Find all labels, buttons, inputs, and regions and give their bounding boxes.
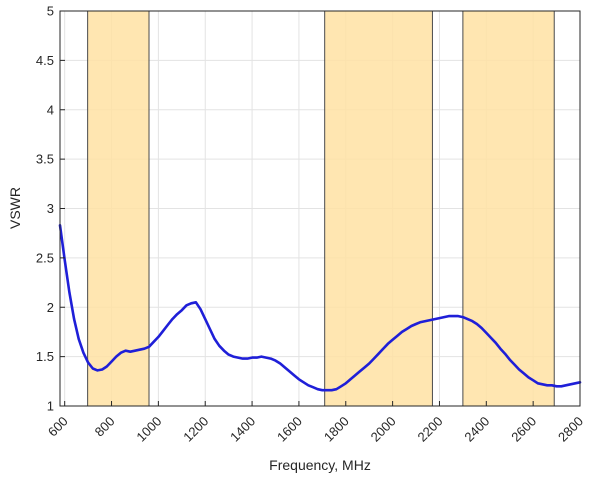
y-tick-label-6: 4: [47, 102, 54, 117]
y-axis-label: VSWR: [7, 187, 23, 229]
series-group: [58, 224, 582, 392]
y-tick-label-4: 3: [47, 201, 54, 216]
x-tick-label-9: 2400: [461, 414, 492, 445]
x-tick-label-4: 1400: [227, 414, 258, 445]
x-tick-label-7: 2000: [368, 414, 399, 445]
y-ticks: 1 1.5 2 2.5 3 3.5 4 4.5 5: [36, 4, 65, 414]
x-tick-label-6: 1800: [321, 414, 352, 445]
y-tick-label-7: 4.5: [36, 53, 54, 68]
y-tick-label-3: 2.5: [36, 250, 54, 265]
frequency-band-0: [87, 10, 150, 407]
x-tick-label-10: 2600: [508, 414, 539, 445]
y-tick-label-1: 1.5: [36, 349, 54, 364]
x-tick-label-8: 2200: [415, 414, 446, 445]
y-tick-label-8: 5: [47, 4, 54, 19]
frequency-bands: [87, 10, 555, 407]
y-tick-label-0: 1: [47, 399, 54, 414]
frequency-band-1: [324, 10, 433, 407]
x-ticks: 600 800 1000 1200 1400 1600 1800 2000 2200 2400 26…: [45, 401, 586, 445]
x-tick-label-3: 1200: [180, 414, 211, 445]
x-tick-label-5: 1600: [274, 414, 305, 445]
x-tick-label-0: 600: [45, 414, 71, 440]
x-tick-label-2: 1000: [133, 414, 164, 445]
y-tick-label-5: 3.5: [36, 152, 54, 167]
y-tick-label-2: 2: [47, 300, 54, 315]
x-axis-label: Frequency, MHz: [269, 457, 371, 473]
x-tick-label-1: 800: [92, 414, 118, 440]
frequency-band-2: [462, 10, 555, 407]
series-line-0: [58, 224, 582, 392]
x-tick-label-11: 2800: [555, 414, 586, 445]
